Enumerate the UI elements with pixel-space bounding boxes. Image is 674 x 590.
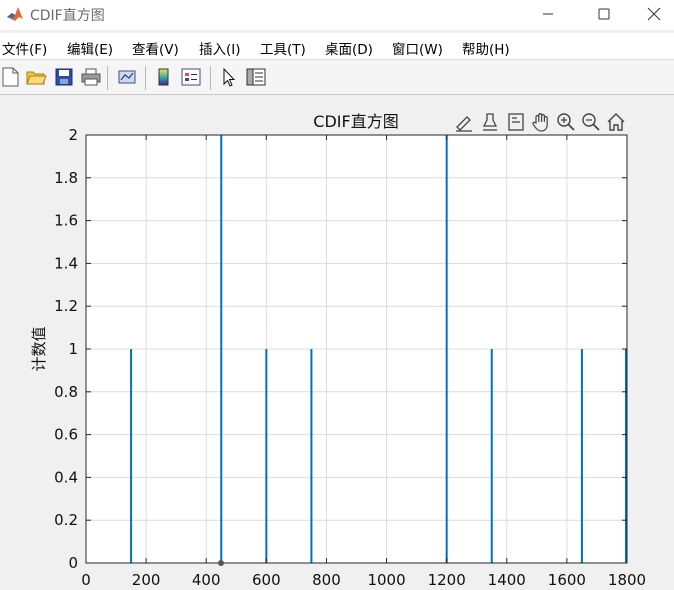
brush-icon[interactable]: [505, 111, 527, 133]
y-tick-label: 1.4: [54, 254, 78, 272]
x-tick-label: 200: [132, 571, 161, 586]
pointer-icon[interactable]: [218, 66, 240, 88]
menu-file[interactable]: 文件(F): [2, 42, 48, 58]
y-tick-label: 0.4: [54, 468, 78, 486]
menu-desktop[interactable]: 桌面(D): [325, 42, 373, 58]
y-tick-label: 1.8: [54, 169, 78, 187]
x-tick-label: 1800: [608, 571, 646, 586]
histogram-chart: 0 0.2 0.4 0.6 0.8 1 1.2 1.4 1.6 1.8 2 0 200 400 600 80…: [30, 112, 646, 589]
minimize-button[interactable]: [525, 0, 571, 30]
legend-icon[interactable]: [180, 66, 202, 88]
y-tick-label: 0.8: [54, 383, 78, 401]
title-bar: CDIF直方图: [0, 0, 674, 30]
save-icon[interactable]: [53, 66, 75, 88]
y-tick-label: 2: [68, 126, 78, 144]
x-tick-labels: 0 200 400 600 800 1000 1200 1400 1600 1800: [81, 571, 646, 589]
menu-tools[interactable]: 工具(T): [260, 42, 306, 58]
y-tick-labels: 0 0.2 0.4 0.6 0.8 1 1.2 1.4 1.6 1.8 2: [54, 126, 78, 572]
matlab-logo-icon: [5, 4, 25, 24]
open-folder-icon[interactable]: [25, 66, 47, 88]
x-tick-label: 1000: [367, 571, 405, 586]
y-tick-label: 1.6: [54, 212, 78, 230]
maximize-button[interactable]: [581, 0, 627, 30]
figure-canvas: 0 0.2 0.4 0.6 0.8 1 1.2 1.4 1.6 1.8 2 0 200 400 600 80…: [0, 95, 674, 589]
chart-title: CDIF直方图: [313, 112, 398, 131]
x-tick-label: 600: [252, 571, 281, 586]
menu-bar: 文件(F) 编辑(E) 查看(V) 插入(I) 工具(T) 桌面(D) 窗口(W…: [0, 33, 674, 60]
data-tips-icon[interactable]: [479, 111, 501, 133]
x-tick-label: 800: [312, 571, 341, 586]
toolbar-separator: [145, 66, 146, 90]
zoom-out-icon[interactable]: [580, 111, 602, 133]
x-tick-label: 400: [192, 571, 221, 586]
window-title: CDIF直方图: [30, 8, 105, 24]
y-tick-label: 1.2: [54, 297, 78, 315]
menu-window[interactable]: 窗口(W): [392, 42, 443, 58]
data-cursor-marker[interactable]: [218, 560, 224, 566]
zoom-in-icon[interactable]: [555, 111, 577, 133]
link-plot-icon[interactable]: [116, 66, 138, 88]
y-axis-label: 计数值: [30, 326, 48, 371]
figure-toolbar: [0, 60, 674, 95]
close-icon: [647, 7, 661, 21]
y-tick-label: 0: [68, 554, 78, 572]
menu-edit[interactable]: 编辑(E): [67, 42, 114, 58]
new-file-icon[interactable]: [0, 66, 22, 88]
histogram-bars: [130, 135, 627, 563]
axes-frame: [85, 134, 628, 564]
print-icon[interactable]: [80, 66, 102, 88]
menu-help[interactable]: 帮助(H): [462, 42, 510, 58]
brush-edit-icon[interactable]: [453, 111, 475, 133]
y-tick-label: 1: [68, 340, 78, 358]
menu-insert[interactable]: 插入(I): [199, 42, 241, 58]
maximize-icon: [598, 8, 610, 20]
x-tick-label: 1400: [488, 571, 526, 586]
x-tick-label: 0: [81, 571, 91, 586]
toolbar-separator: [210, 66, 211, 90]
toolbar-separator: [107, 66, 108, 90]
home-icon[interactable]: [605, 111, 627, 133]
minimize-icon: [543, 13, 553, 15]
x-tick-label: 1600: [548, 571, 586, 586]
y-tick-label: 0.6: [54, 426, 78, 444]
x-tick-label: 1200: [428, 571, 466, 586]
y-tick-label: 0.2: [54, 511, 78, 529]
property-inspector-icon[interactable]: [245, 66, 267, 88]
pan-icon[interactable]: [530, 111, 552, 133]
close-button[interactable]: [637, 0, 674, 30]
colorbar-icon[interactable]: [153, 66, 175, 88]
menu-view[interactable]: 查看(V): [132, 42, 179, 58]
